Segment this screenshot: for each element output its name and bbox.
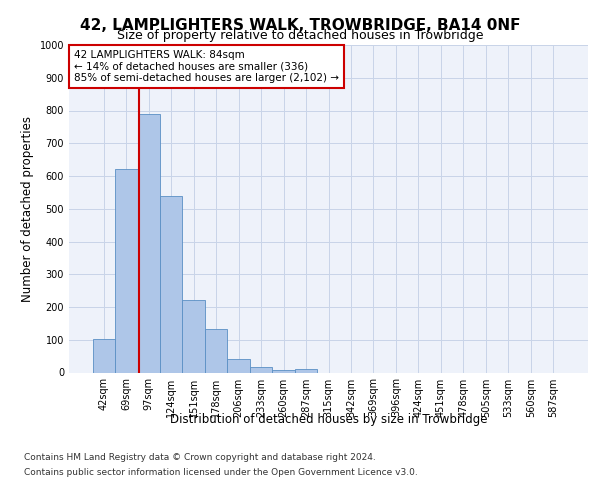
Text: Size of property relative to detached houses in Trowbridge: Size of property relative to detached ho…	[117, 29, 483, 42]
Text: 42 LAMPLIGHTERS WALK: 84sqm
← 14% of detached houses are smaller (336)
85% of se: 42 LAMPLIGHTERS WALK: 84sqm ← 14% of det…	[74, 50, 339, 83]
Text: Contains HM Land Registry data © Crown copyright and database right 2024.: Contains HM Land Registry data © Crown c…	[24, 453, 376, 462]
Bar	[272, 370, 295, 372]
Y-axis label: Number of detached properties: Number of detached properties	[21, 116, 34, 302]
Text: 42, LAMPLIGHTERS WALK, TROWBRIDGE, BA14 0NF: 42, LAMPLIGHTERS WALK, TROWBRIDGE, BA14 …	[80, 18, 520, 32]
Bar	[182, 300, 205, 372]
Bar	[115, 169, 137, 372]
Text: Distribution of detached houses by size in Trowbridge: Distribution of detached houses by size …	[170, 412, 488, 426]
Bar	[250, 367, 272, 372]
Bar	[160, 196, 182, 372]
Text: Contains public sector information licensed under the Open Government Licence v3: Contains public sector information licen…	[24, 468, 418, 477]
Bar	[227, 358, 250, 372]
Bar	[205, 329, 227, 372]
Bar	[92, 339, 115, 372]
Bar	[137, 114, 160, 372]
Bar	[295, 368, 317, 372]
